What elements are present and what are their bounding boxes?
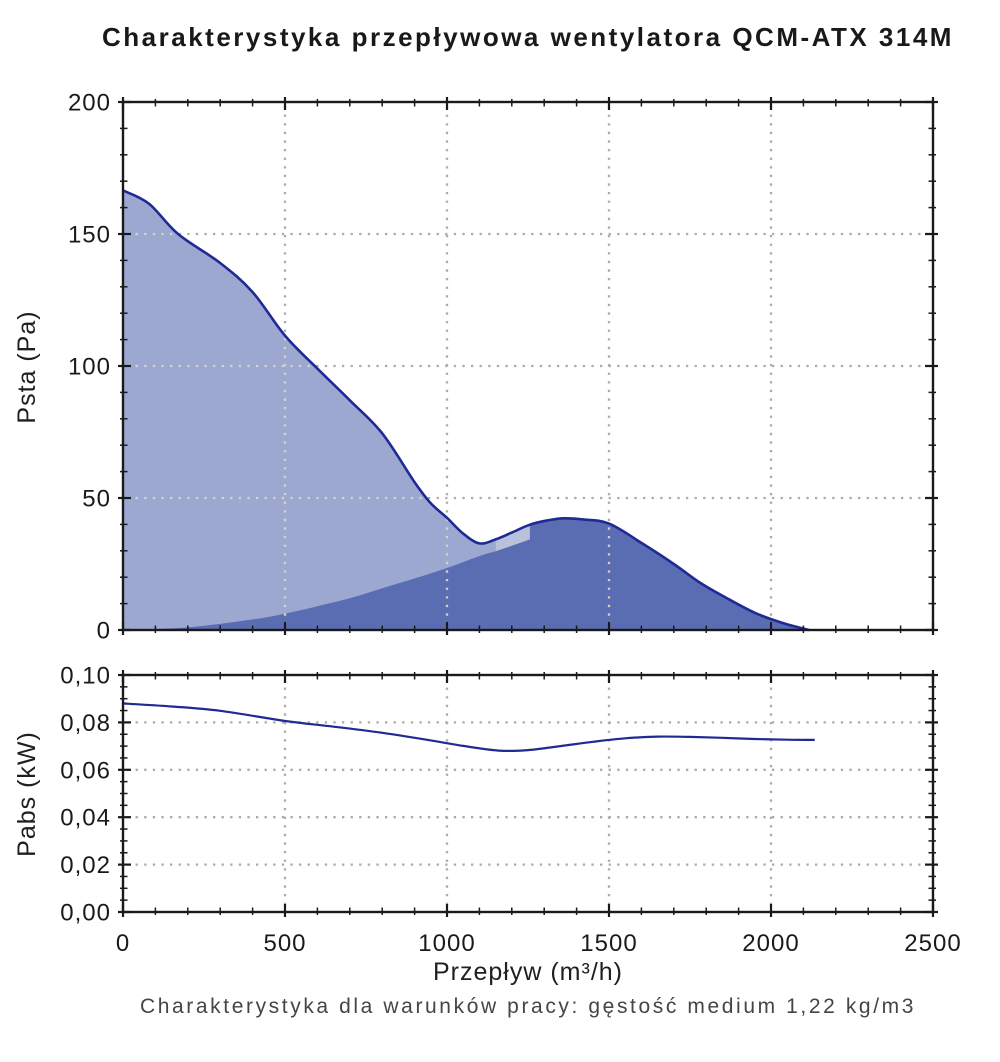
footer-note: Charakterystyka dla warunków pracy: gęst… [139, 995, 917, 1018]
working-area-notch [495, 524, 530, 552]
power-chart: 0,00 0,02 0,04 0,06 0,08 0,10 0 500 1000 1500 2000… [60, 663, 961, 958]
svg-text:0,04: 0,04 [60, 805, 111, 832]
svg-text:200: 200 [68, 90, 111, 117]
power-grid [123, 675, 933, 912]
svg-text:0,08: 0,08 [60, 710, 111, 737]
pressure-chart: 0 50 100 150 200 [68, 90, 938, 645]
operating-envelope-light [123, 190, 496, 630]
power-axes: 0,00 0,02 0,04 0,06 0,08 0,10 0 500 1000 1500 2000… [60, 663, 961, 958]
svg-text:150: 150 [68, 222, 111, 249]
psta-axis-label: Psta (Pa) [13, 310, 41, 424]
svg-text:500: 500 [263, 930, 306, 957]
svg-text:0,02: 0,02 [60, 852, 111, 879]
svg-text:2500: 2500 [904, 930, 961, 957]
svg-text:0,00: 0,00 [60, 900, 111, 927]
svg-text:1000: 1000 [418, 930, 475, 957]
svg-text:0: 0 [97, 618, 111, 645]
absorbed-power-curve [122, 702, 815, 753]
svg-text:0: 0 [116, 930, 130, 957]
pabs-axis-label: Pabs (kW) [13, 731, 41, 857]
svg-text:0,10: 0,10 [60, 663, 111, 690]
fan-pressure-curve [122, 189, 810, 632]
svg-text:0,06: 0,06 [60, 757, 111, 784]
svg-text:100: 100 [68, 354, 111, 381]
svg-text:50: 50 [82, 486, 111, 513]
x-axis-label: Przepływ (m³/h) [432, 958, 623, 986]
svg-text:2000: 2000 [742, 930, 799, 957]
pressure-axes: 0 50 100 150 200 [68, 90, 938, 645]
page-title: Charakterystyka przepływowa wentylatora … [102, 22, 954, 52]
svg-text:1500: 1500 [580, 930, 637, 957]
